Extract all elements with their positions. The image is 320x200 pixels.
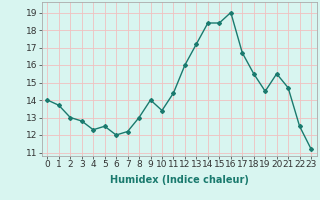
X-axis label: Humidex (Indice chaleur): Humidex (Indice chaleur) xyxy=(110,175,249,185)
